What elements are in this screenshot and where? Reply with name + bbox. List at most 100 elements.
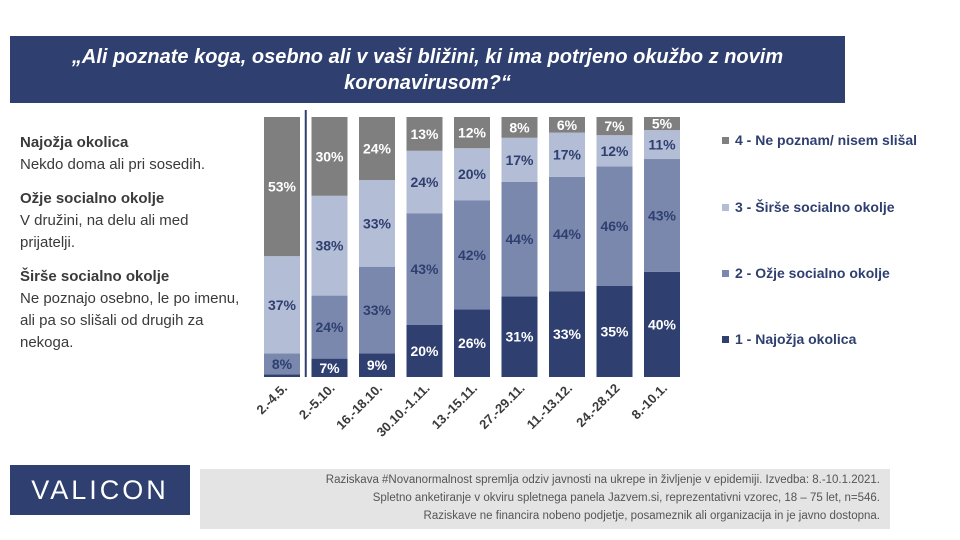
data-label: 12%	[600, 143, 629, 159]
data-label: 24%	[363, 141, 392, 157]
category-label: 13.-15.11.	[429, 381, 480, 432]
data-label: 7%	[604, 118, 625, 134]
bar-segment	[596, 135, 633, 167]
bar-segment	[454, 200, 490, 310]
bar-segment	[644, 130, 680, 160]
bar-segment	[549, 291, 585, 377]
bar-segment	[406, 213, 443, 325]
legend-label: 2 - Ožje socialno okolje	[735, 265, 890, 281]
bar-segment	[311, 117, 348, 196]
data-label: 37%	[268, 297, 297, 313]
definition-head: Najožja okolica	[20, 134, 129, 151]
data-label: 6%	[557, 117, 578, 133]
data-label: 8%	[509, 119, 530, 135]
bar-segment	[311, 295, 348, 359]
footnote-line: Raziskava #Novanormalnost spremlja odziv…	[325, 474, 880, 486]
legend-label: 3 - Širše socialno okolje	[735, 199, 895, 215]
data-label: 46%	[600, 218, 629, 234]
bar-segment	[311, 358, 348, 377]
footnote: Raziskava #Novanormalnost spremlja odziv…	[200, 469, 890, 529]
bar-segment	[406, 150, 443, 214]
data-label: 43%	[410, 261, 439, 277]
bar-segment	[549, 117, 585, 133]
bar-segment	[501, 137, 538, 182]
title-banner: „Ali poznate koga, osebno ali v vaši bli…	[10, 36, 845, 103]
data-label: 7%	[319, 360, 340, 376]
bar-segment	[454, 117, 490, 149]
definition-text: Nekdo doma ali pri sosedih.	[20, 156, 206, 173]
bar-segment	[359, 117, 395, 181]
bar-segment	[264, 256, 300, 354]
data-label: 42%	[458, 247, 487, 263]
logo-text: VALICON	[31, 474, 169, 505]
definition-wider-social: Širše socialno okolje Ne poznajo osebno,…	[20, 266, 245, 354]
category-label: 8.-10.1.	[628, 381, 670, 423]
legend-swatch	[722, 203, 729, 211]
bar-segment	[549, 176, 585, 292]
bar-segment	[264, 353, 300, 375]
data-label: 11%	[648, 137, 676, 153]
data-label: 53%	[268, 179, 297, 195]
data-label: 17%	[505, 152, 534, 168]
data-label: 44%	[505, 231, 534, 247]
definition-head: Širše socialno okolje	[20, 268, 170, 285]
category-label: 24.-28.12	[573, 381, 622, 430]
legend-item-3: 3 - Širše socialno okolje	[722, 199, 952, 215]
bar-segment	[406, 325, 443, 377]
bar-segment	[264, 374, 300, 377]
bar-segment	[501, 296, 538, 377]
bar-segment	[501, 117, 538, 138]
legend-swatch	[722, 136, 729, 144]
definitions-panel: Najožja okolica Nekdo doma ali pri sosed…	[20, 132, 245, 366]
bar-segment	[596, 166, 633, 286]
data-label: 8%	[272, 356, 293, 372]
bar-segment	[644, 271, 680, 377]
definition-text: V družini, na delu ali med prijatelji.	[20, 212, 189, 251]
legend-swatch	[722, 269, 729, 277]
data-label: 40%	[648, 316, 677, 332]
legend-swatch	[722, 335, 729, 343]
definition-text: Ne poznajo osebno, le po imenu, ali pa s…	[20, 290, 240, 351]
data-label: 13%	[410, 126, 439, 142]
bar-segment	[359, 266, 395, 354]
legend-label: 4 - Ne poznam/ nisem slišal	[735, 132, 918, 148]
data-label: 30%	[315, 148, 344, 164]
data-label: 17%	[553, 147, 582, 163]
bar-segment	[596, 286, 633, 377]
bar-segment	[311, 195, 348, 296]
legend-item-1: 1 - Najožja okolica	[722, 331, 952, 347]
legend-item-2: 2 - Ožje socialno okolje	[722, 265, 952, 281]
bar-segment	[454, 309, 490, 377]
bar-segment	[596, 117, 633, 136]
data-label: 20%	[458, 166, 487, 182]
data-label: 33%	[553, 326, 582, 342]
definition-close-social: Ožje socialno okolje V družini, na delu …	[20, 188, 245, 254]
bar-segment	[359, 353, 395, 377]
data-label: 31%	[505, 329, 534, 345]
footnote-line: Raziskave ne financira nobeno podjetje, …	[423, 510, 880, 522]
data-label: 26%	[458, 335, 487, 351]
bar-segment	[406, 117, 443, 151]
category-label: 2.-5.10.	[296, 381, 338, 423]
data-label: 5%	[652, 116, 673, 132]
definition-head: Ožje socialno okolje	[20, 190, 165, 207]
bar-segment	[454, 148, 490, 201]
category-label: 2.-4.5.	[253, 381, 290, 418]
bar-segment	[264, 117, 300, 257]
data-label: 20%	[410, 343, 439, 359]
valicon-logo: VALICON	[10, 465, 190, 515]
data-label: 33%	[363, 215, 392, 231]
data-label: 9%	[367, 357, 388, 373]
data-label: 24%	[315, 319, 344, 335]
legend-label: 1 - Najožja okolica	[735, 331, 857, 347]
footnote-line: Spletno anketiranje v okviru spletnega p…	[372, 492, 880, 504]
definition-closest: Najožja okolica Nekdo doma ali pri sosed…	[20, 132, 245, 176]
data-label: 33%	[363, 302, 392, 318]
bar-segment	[501, 182, 538, 297]
data-label: 44%	[553, 226, 582, 242]
category-label: 11.-13.12.	[524, 381, 575, 432]
chart-title: „Ali poznate koga, osebno ali v vaši bli…	[71, 45, 784, 94]
bar-segment	[359, 180, 395, 267]
category-label: 27.-29.11.	[476, 381, 527, 432]
